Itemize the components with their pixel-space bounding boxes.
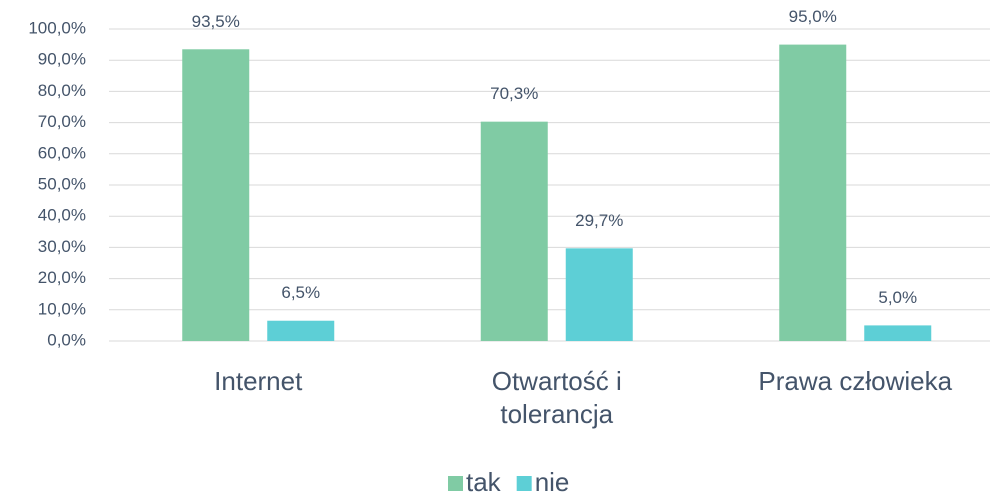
value-label: 29,7%: [575, 211, 623, 230]
legend-label: tak: [466, 467, 502, 497]
y-tick-label: 60,0%: [38, 143, 86, 162]
x-tick-label: Prawa człowieka: [758, 366, 953, 396]
bar: [267, 320, 335, 341]
value-label: 5,0%: [878, 288, 917, 307]
y-tick-label: 40,0%: [38, 206, 86, 225]
bar: [864, 325, 932, 341]
value-label: 93,5%: [192, 12, 240, 31]
x-tick-label: Internet: [214, 366, 303, 396]
y-tick-label: 90,0%: [38, 50, 86, 69]
legend-swatch: [516, 476, 532, 491]
y-tick-label: 70,0%: [38, 112, 86, 131]
y-tick-label: 20,0%: [38, 268, 86, 287]
value-label: 6,5%: [281, 283, 320, 302]
bar: [565, 248, 633, 341]
value-label: 95,0%: [789, 7, 837, 26]
y-tick-label: 100,0%: [28, 18, 86, 37]
y-tick-label: 0,0%: [47, 330, 86, 349]
y-tick-label: 50,0%: [38, 174, 86, 193]
y-tick-label: 10,0%: [38, 299, 86, 318]
x-tick-label: Otwartość i tolerancja: [491, 366, 622, 429]
bar: [779, 44, 847, 341]
legend-swatch: [448, 476, 463, 491]
legend-label: nie: [535, 467, 570, 497]
value-label: 70,3%: [490, 84, 538, 103]
y-tick-label: 30,0%: [38, 237, 86, 256]
y-tick-label: 80,0%: [38, 81, 86, 100]
bar: [182, 49, 250, 341]
bar: [480, 121, 548, 341]
